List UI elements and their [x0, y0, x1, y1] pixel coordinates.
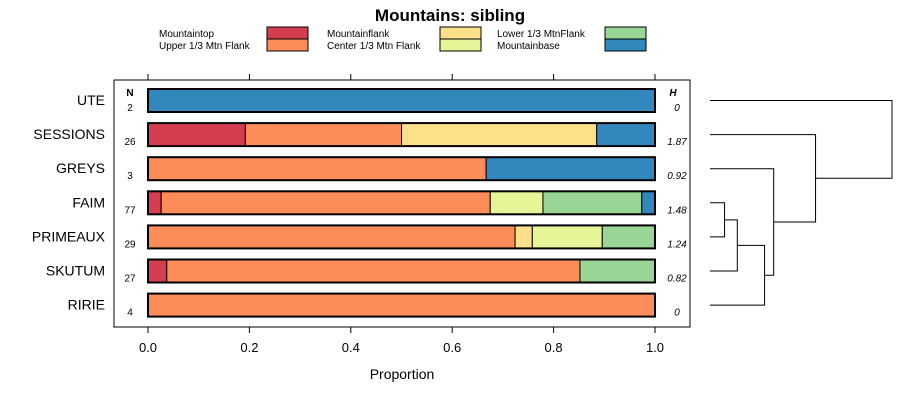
bar-segment-faim-1	[160, 190, 491, 215]
x-tick-label: 0.2	[240, 340, 258, 355]
category-label: RIRIE	[68, 297, 105, 313]
bar-outline	[147, 156, 656, 182]
bar-segment-faim-0	[147, 190, 162, 215]
n-value: 2	[127, 103, 133, 114]
bar-segment-skutum-0	[147, 259, 168, 283]
bar-outline	[147, 258, 656, 284]
bar-segment-sessions-0	[147, 122, 246, 147]
bar-segment-sessions-2	[401, 122, 598, 147]
x-tick-label: 0.8	[545, 340, 563, 355]
n-value: 77	[124, 205, 136, 216]
bar-rows: UTE 2 0 SESSIONS 26 1.87 GREYS 3 0.92 FAIM 77 1.48 P…	[32, 88, 687, 319]
row-primeaux: PRIMEAUX 29 1.24	[32, 224, 687, 250]
dendrogram-link-0	[710, 202, 726, 238]
bar-segment-sessions-5	[596, 122, 656, 147]
bar-segment-ute-5	[147, 88, 656, 113]
h-value: 0.82	[667, 274, 687, 285]
row-ririe: RIRIE 4 0	[68, 292, 680, 319]
n-value: 3	[127, 171, 133, 182]
legend-label-center-1-3-mtn-flank: Center 1/3 Mtn Flank	[327, 41, 421, 52]
n-value: 27	[124, 274, 136, 285]
chart-title: Mountains: sibling	[375, 6, 525, 25]
legend-swatch-mountainbase	[604, 38, 647, 52]
x-axis: 0.0 0.2 0.4 0.6 0.8 1.0	[139, 74, 664, 355]
legend-label-mountainbase: Mountainbase	[497, 41, 560, 52]
bar-segment-ririe-1	[147, 293, 656, 318]
x-tick-label: 0.6	[443, 340, 461, 355]
bar-segment-primeaux-2	[514, 224, 533, 249]
h-header: H	[669, 88, 677, 99]
bar-segment-primeaux-4	[601, 224, 656, 249]
row-faim: FAIM 77 1.48	[72, 190, 687, 216]
bar-outline	[147, 88, 656, 113]
bar-segment-greys-5	[485, 156, 656, 181]
category-label: UTE	[77, 92, 105, 108]
category-label: SKUTUM	[46, 263, 105, 279]
n-value: 4	[127, 308, 133, 319]
legend-swatch-mountaintop	[266, 26, 309, 40]
h-value: 1.87	[667, 137, 687, 148]
legend-label-mountaintop: Mountaintop	[159, 29, 214, 40]
row-ute: UTE 2 0	[77, 88, 680, 114]
category-label: PRIMEAUX	[32, 228, 106, 244]
bar-outline	[147, 292, 656, 318]
row-skutum: SKUTUM 27 0.82	[46, 258, 687, 285]
h-value: 1.48	[667, 205, 687, 216]
legend-swatch-lower-1-3-mtnflank	[604, 26, 647, 40]
bar-segment-faim-3	[489, 190, 544, 215]
dendrogram	[710, 100, 893, 306]
row-greys: GREYS 3 0.92	[56, 156, 687, 182]
x-axis-label: Proportion	[370, 366, 435, 382]
category-label: SESSIONS	[33, 126, 105, 142]
h-value: 0	[674, 308, 680, 319]
legend-swatch-upper-1-3-mtn-flank	[266, 38, 309, 52]
bar-segment-faim-4	[542, 190, 643, 215]
legend-label-upper-1-3-mtn-flank: Upper 1/3 Mtn Flank	[159, 41, 251, 52]
bar-outline	[147, 122, 656, 148]
bar-segment-primeaux-3	[531, 224, 603, 249]
dendrogram-link-1	[710, 219, 738, 272]
h-value: 1.24	[667, 239, 687, 250]
h-value: 0	[674, 103, 680, 114]
dendrogram-link-5	[710, 100, 893, 179]
bar-segment-sessions-1	[244, 122, 402, 147]
legend-swatch-mountainflank	[439, 26, 482, 40]
x-tick-label: 0.0	[139, 340, 157, 355]
x-tick-label: 0.4	[342, 340, 360, 355]
bar-segment-greys-1	[147, 156, 487, 181]
bar-segment-primeaux-1	[147, 224, 516, 249]
bar-segment-faim-5	[641, 190, 656, 215]
n-header: N	[126, 88, 133, 99]
legend-label-lower-1-3-mtnflank: Lower 1/3 MtnFlank	[497, 29, 586, 40]
n-value: 29	[124, 239, 136, 250]
row-sessions: SESSIONS 26 1.87	[33, 122, 687, 148]
legend-label-mountainflank: Mountainflank	[327, 29, 390, 40]
category-label: FAIM	[72, 194, 105, 210]
bar-segment-skutum-4	[579, 259, 656, 283]
bar-outline	[147, 190, 656, 216]
plot-frame	[113, 79, 691, 328]
n-value: 26	[124, 137, 136, 148]
category-label: GREYS	[56, 160, 105, 176]
bar-outline	[147, 224, 656, 250]
h-value: 0.92	[667, 171, 687, 182]
bar-segment-skutum-1	[166, 259, 581, 283]
legend-swatch-center-1-3-mtn-flank	[439, 38, 482, 52]
dendrogram-link-4	[710, 134, 817, 223]
x-tick-label: 1.0	[646, 340, 664, 355]
